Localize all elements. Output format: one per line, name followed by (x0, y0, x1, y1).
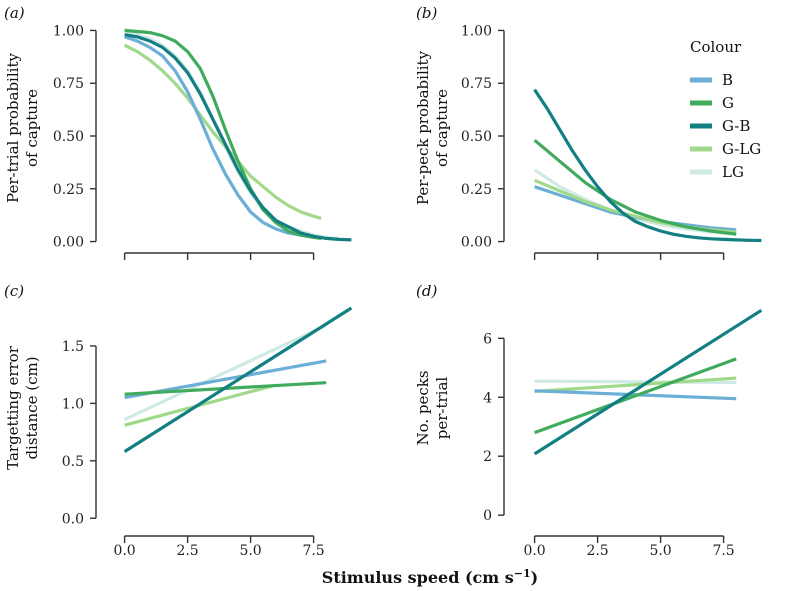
x-tick-label: 0.0 (113, 543, 135, 559)
y-tick-label: 0 (483, 508, 492, 524)
y-axis-title-line: of capture (23, 89, 41, 167)
series-line-lg (123, 323, 327, 421)
x-tick-label: 0.0 (523, 543, 545, 559)
global-x-axis-label-main: Stimulus speed (cm s (322, 568, 514, 587)
legend-label: B (722, 71, 733, 89)
x-tick-label: 5.0 (239, 543, 261, 559)
panel-b: 0.00 0.25 0.50 0.75 1.00 (b) Per-peck probabil… (414, 4, 762, 260)
y-axis-title-line: Per-trial probability (4, 53, 22, 203)
y-axis-title-line: of capture (433, 89, 451, 167)
y-tick-label: 1.5 (62, 339, 84, 355)
y-axis-title-line: No. pecks (414, 370, 432, 445)
panel-tag: (d) (416, 282, 437, 300)
legend-item-g-b: G-B (690, 117, 750, 135)
y-axis-title-line: distance (cm) (23, 356, 41, 459)
y-tick-label: 6 (483, 331, 492, 347)
legend-items: BG G-B G-LG LG (690, 71, 761, 181)
y-tick-label: 0.50 (461, 129, 492, 145)
panel-tag: (c) (4, 282, 24, 300)
legend: Colour BG G-B G-LG LG (690, 38, 761, 181)
y-tick-label: 0.25 (53, 182, 84, 198)
panel-c: 0.0 0.5 1.0 1.5 0.0 2.5 5.0 7.5 (c) Targetting er… (4, 282, 353, 559)
panel-d: 0 2 4 6 0.0 2.5 5.0 7.5 (d) No. pecks per-trial (414, 282, 763, 559)
legend-title: Colour (690, 38, 742, 56)
series-line-g-b (123, 306, 353, 453)
legend-label: G (722, 94, 734, 112)
global-x-axis-label: Stimulus speed (cm s−1) (322, 567, 538, 587)
y-tick-label: 0.5 (62, 454, 84, 470)
series-line-g (533, 138, 737, 236)
series-line-g-lg (534, 376, 737, 393)
series-line-g (124, 28, 322, 240)
legend-item-g-lg: G-LG (690, 140, 761, 158)
series-line-lg (533, 168, 737, 236)
series-line-g-lg (123, 43, 322, 220)
y-tick-label: 2 (483, 449, 492, 465)
y-tick-label: 1.0 (62, 396, 84, 412)
y-axis-title-line: Targetting error (4, 345, 22, 470)
y-axis-title-line: Per-peck probability (414, 50, 432, 205)
x-tick-label: 7.5 (712, 543, 734, 559)
series-line-g-b (533, 88, 762, 243)
y-tick-label: 0.25 (461, 182, 492, 198)
panel-a: 0.00 0.25 0.50 0.75 1.00 (a) Per-trial probabi… (4, 4, 352, 260)
legend-label: G-B (722, 117, 750, 135)
y-tick-label: 0.50 (53, 129, 84, 145)
y-tick-label: 4 (483, 390, 492, 406)
x-tick-label: 5.0 (649, 543, 671, 559)
panels: 0.000.250.500.751.00(a)Per-trial probabi… (4, 4, 763, 559)
y-tick-label: 0.75 (461, 76, 492, 92)
series-line-g-b (533, 308, 763, 456)
legend-label: G-LG (722, 140, 761, 158)
y-tick-label: 0.00 (53, 235, 84, 251)
legend-label: LG (722, 163, 744, 181)
series-line-g-b (124, 33, 352, 242)
y-tick-label: 1.00 (53, 23, 84, 39)
y-tick-label: 1.00 (461, 23, 492, 39)
global-x-axis-label-sup: −1 (514, 567, 531, 580)
x-tick-label: 7.5 (302, 543, 324, 559)
legend-item-b: B (690, 71, 733, 89)
x-tick-label: 2.5 (176, 543, 198, 559)
series-line-lg (124, 31, 339, 240)
y-tick-label: 0.00 (461, 235, 492, 251)
series-line-b (124, 35, 314, 239)
series-line-lg (534, 379, 737, 385)
panel-tag: (a) (4, 4, 25, 22)
global-x-axis-label-end: ) (531, 568, 539, 587)
x-tick-label: 2.5 (586, 543, 608, 559)
legend-item-lg: LG (690, 163, 744, 181)
legend-item-g: G (690, 94, 734, 112)
y-axis-title-line: per-trial (433, 377, 451, 440)
y-tick-label: 0.0 (62, 511, 84, 527)
y-tick-label: 0.75 (53, 76, 84, 92)
series-line-g (534, 357, 737, 435)
panel-tag: (b) (416, 4, 437, 22)
